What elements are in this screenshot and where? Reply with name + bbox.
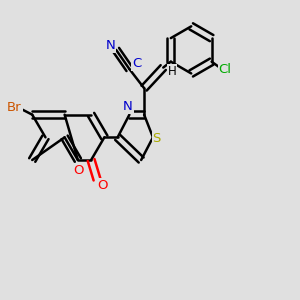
Text: Cl: Cl <box>219 62 232 76</box>
Text: N: N <box>123 100 133 113</box>
Text: O: O <box>98 179 108 192</box>
Text: Br: Br <box>7 101 22 114</box>
Text: H: H <box>168 64 176 78</box>
Text: N: N <box>105 39 115 52</box>
Text: O: O <box>74 164 84 177</box>
Text: C: C <box>132 57 141 70</box>
Text: S: S <box>153 132 161 145</box>
